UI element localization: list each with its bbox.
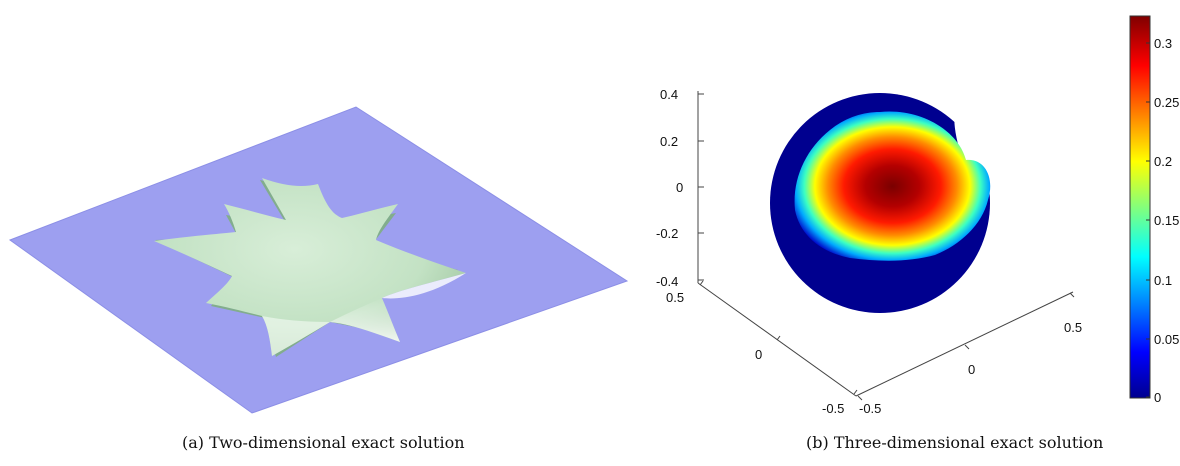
panel-three-dimensional: 0.4 0.2 0 -0.2 -0.4 0.5 0 -0.5 -0.5 0 0.… (640, 0, 1180, 466)
sphere-plot-3d: 0.4 0.2 0 -0.2 -0.4 0.5 0 -0.5 -0.5 0 0.… (656, 15, 1179, 416)
z-tick-4: -0.4 (656, 274, 678, 289)
x-tick-2: -0.5 (822, 401, 844, 416)
y-tick-1: 0 (968, 362, 975, 377)
panel-two-dimensional: (a) Two-dimensional exact solution (8, 106, 629, 452)
z-tick-3: -0.2 (656, 226, 678, 241)
star-bump-highlight-2 (262, 316, 330, 356)
heart-field (794, 111, 991, 261)
sphere-cut-notch (954, 110, 985, 179)
y-tick-0: -0.5 (859, 401, 881, 416)
colorbar-tick-1: 0.25 (1154, 95, 1179, 110)
colorbar-tick-5: 0.05 (1154, 332, 1179, 347)
axes-3d (697, 91, 1075, 401)
surface-plot-2d (8, 106, 629, 414)
star-bump-surface (154, 178, 466, 356)
colorbar (1129, 15, 1151, 399)
z-tick-0: 0.4 (660, 87, 678, 102)
z-tick-1: 0.2 (660, 134, 678, 149)
star-bump-highlight (330, 298, 400, 342)
x-tick-1: 0 (755, 347, 762, 362)
colorbar-ticks (1146, 42, 1150, 398)
star-bump-highlight-3 (382, 273, 466, 299)
colorbar-tick-3: 0.15 (1154, 213, 1179, 228)
colorbar-tick-4: 0.1 (1154, 273, 1172, 288)
colorbar-tick-6: 0 (1154, 390, 1161, 405)
colorbar-tick-2: 0.2 (1154, 154, 1172, 169)
x-tick-0: 0.5 (666, 290, 684, 305)
z-tick-2: 0 (676, 180, 683, 195)
colorbar-tick-0: 0.3 (1154, 36, 1172, 51)
caption-b: (b) Three-dimensional exact solution (806, 433, 1104, 452)
y-tick-2: 0.5 (1064, 320, 1082, 335)
caption-a: (a) Two-dimensional exact solution (182, 433, 465, 452)
